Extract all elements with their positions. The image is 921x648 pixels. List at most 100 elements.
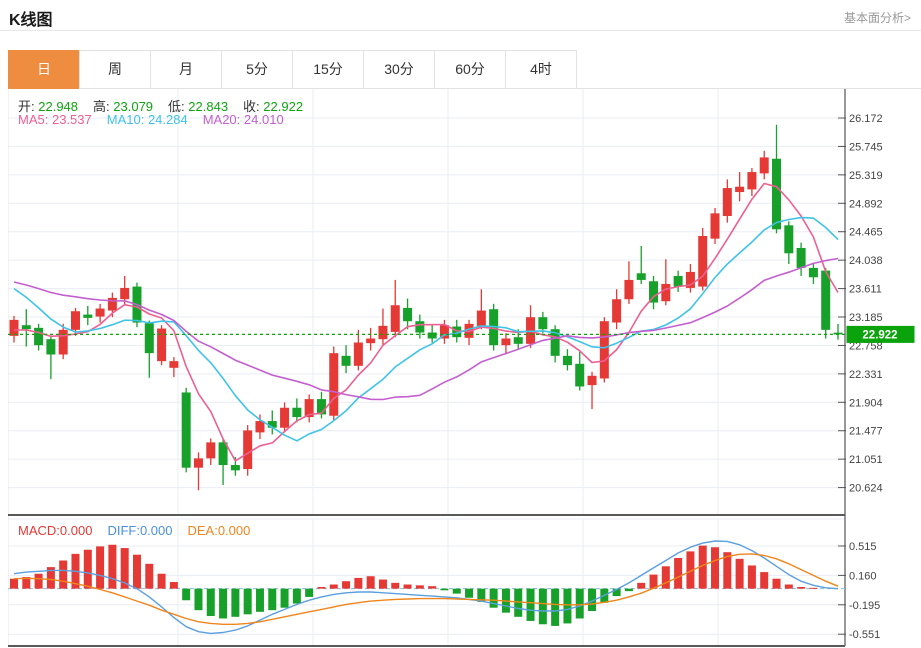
candle-body xyxy=(230,465,240,471)
macd-bar xyxy=(219,588,228,619)
macd-bar xyxy=(34,573,43,589)
candle xyxy=(144,320,154,378)
y-axis-label: 20.624 xyxy=(849,483,883,495)
tab-5min[interactable]: 5分 xyxy=(221,50,293,89)
candle-body xyxy=(562,355,572,366)
candle xyxy=(636,245,646,284)
gridlines: 26.172 25.745 25.319 24.892 24.465 24.038 23.6… xyxy=(8,89,883,646)
macd-bar xyxy=(760,572,769,589)
chart-area: 26.172 25.745 25.319 24.892 24.465 24.038 23.6… xyxy=(8,89,921,647)
ma5-line xyxy=(14,182,839,462)
y-axis-label: 0.160 xyxy=(849,570,877,582)
candle xyxy=(157,325,167,366)
candle-body xyxy=(181,392,191,468)
candle xyxy=(735,172,745,202)
candle xyxy=(181,387,191,473)
macd-bar xyxy=(169,582,178,589)
ma-row: MA5: 23.537 MA10: 24.284 MA20: 24.010 xyxy=(18,112,299,127)
low-value: 22.843 xyxy=(188,99,229,114)
candle-body xyxy=(575,363,585,387)
candle xyxy=(526,305,536,348)
fundamental-analysis-link[interactable]: 基本面分析> xyxy=(843,11,911,25)
ma20-line xyxy=(13,257,839,401)
candle-body xyxy=(144,323,154,354)
candle-body xyxy=(206,442,216,459)
candle-body xyxy=(747,172,757,190)
ma5-value: 23.537 xyxy=(51,112,92,127)
close-value: 22.922 xyxy=(263,99,304,114)
ma5-label: MA5: xyxy=(18,112,49,127)
candle-body xyxy=(599,321,609,379)
diff-label: DIFF: xyxy=(107,523,140,538)
y-axis-label: 22.331 xyxy=(849,369,883,381)
tab-month[interactable]: 月 xyxy=(150,50,222,89)
macd-bar xyxy=(317,586,326,589)
candle xyxy=(58,323,68,360)
candle xyxy=(698,227,708,291)
candle xyxy=(833,323,843,340)
kline-chart[interactable]: 26.172 25.745 25.319 24.892 24.465 24.038 23.6… xyxy=(8,89,921,647)
macd-bar xyxy=(477,588,486,602)
candle xyxy=(796,242,806,276)
candle xyxy=(329,346,339,422)
candle-body xyxy=(636,273,646,280)
candle xyxy=(366,327,376,351)
candle-body xyxy=(218,442,228,466)
candle-body xyxy=(772,158,782,230)
candle-body xyxy=(452,326,462,338)
ma10-value: 24.284 xyxy=(147,112,188,127)
candle xyxy=(218,438,228,485)
candle xyxy=(464,319,474,346)
tab-week[interactable]: 周 xyxy=(79,50,151,89)
candle xyxy=(304,394,314,423)
page-header: K线图 基本面分析> xyxy=(0,0,921,31)
candle-body xyxy=(366,338,376,344)
macd-bar xyxy=(551,588,560,626)
candle xyxy=(316,391,326,419)
candle xyxy=(759,150,769,180)
candle-body xyxy=(316,399,326,415)
macd-bar xyxy=(452,588,461,594)
tab-day[interactable]: 日 xyxy=(8,50,80,89)
candle-body xyxy=(439,325,449,339)
y-axis-label: 23.185 xyxy=(849,312,883,324)
candle xyxy=(9,315,19,343)
candle xyxy=(280,402,290,432)
macd-bar xyxy=(747,565,756,589)
candle-body xyxy=(698,235,708,287)
macd-bar xyxy=(182,588,191,601)
macd-bar xyxy=(809,587,818,589)
macd-bar xyxy=(415,585,424,589)
candle-body xyxy=(21,325,31,330)
macd-bar xyxy=(440,588,449,591)
candle-body xyxy=(95,308,105,317)
candle-body xyxy=(329,353,339,416)
candle-body xyxy=(353,342,363,366)
macd-bar xyxy=(489,588,498,608)
y-axis-label: -0.551 xyxy=(849,629,880,641)
tab-60min[interactable]: 60分 xyxy=(434,50,506,89)
candle-body xyxy=(169,361,179,368)
candle xyxy=(661,259,671,306)
candle-body xyxy=(280,407,290,428)
interval-tab-bar: 日周月 5分 15分 30分 60分 4时 xyxy=(8,50,921,89)
candle-body xyxy=(70,311,80,330)
candle-body xyxy=(193,458,203,468)
candle-body xyxy=(661,283,671,302)
tab-15min[interactable]: 15分 xyxy=(292,50,364,89)
macd-bar xyxy=(231,588,240,617)
tab-4hour[interactable]: 4时 xyxy=(505,50,577,89)
macd-bar xyxy=(22,577,31,589)
candle xyxy=(206,438,216,466)
candle xyxy=(83,305,93,326)
macd-bar xyxy=(784,584,793,589)
candle-body xyxy=(513,337,523,344)
candle xyxy=(550,325,560,363)
y-axis-label: 26.172 xyxy=(849,113,883,125)
y-axis-label: 25.745 xyxy=(849,141,883,153)
dea-value: 0.000 xyxy=(217,523,251,538)
candle-body xyxy=(587,375,597,386)
current-price-badge: 22.922 xyxy=(846,325,915,343)
tab-30min[interactable]: 30分 xyxy=(363,50,435,89)
candle xyxy=(427,325,437,343)
